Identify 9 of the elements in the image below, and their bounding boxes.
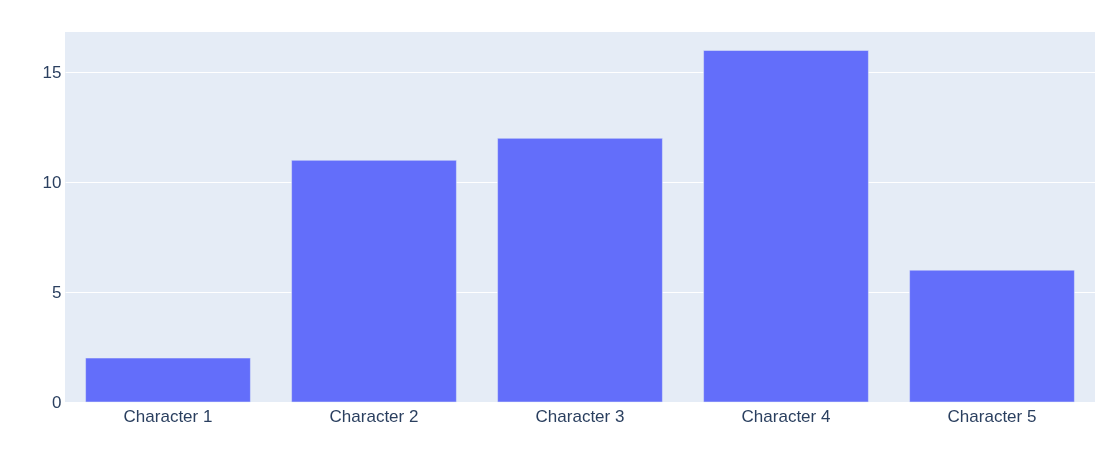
x-tick-label: Character 1 xyxy=(123,406,213,426)
y-tick-label: 5 xyxy=(52,282,62,302)
x-tick-label: Character 4 xyxy=(741,406,831,426)
y-tick-label: 10 xyxy=(42,172,62,192)
x-tick-label: Character 2 xyxy=(329,406,419,426)
y-tick-label: 0 xyxy=(52,392,62,412)
x-tick-label: Character 3 xyxy=(535,406,625,426)
y-tick-label: 15 xyxy=(42,62,62,82)
x-tick-label: Character 5 xyxy=(947,406,1037,426)
